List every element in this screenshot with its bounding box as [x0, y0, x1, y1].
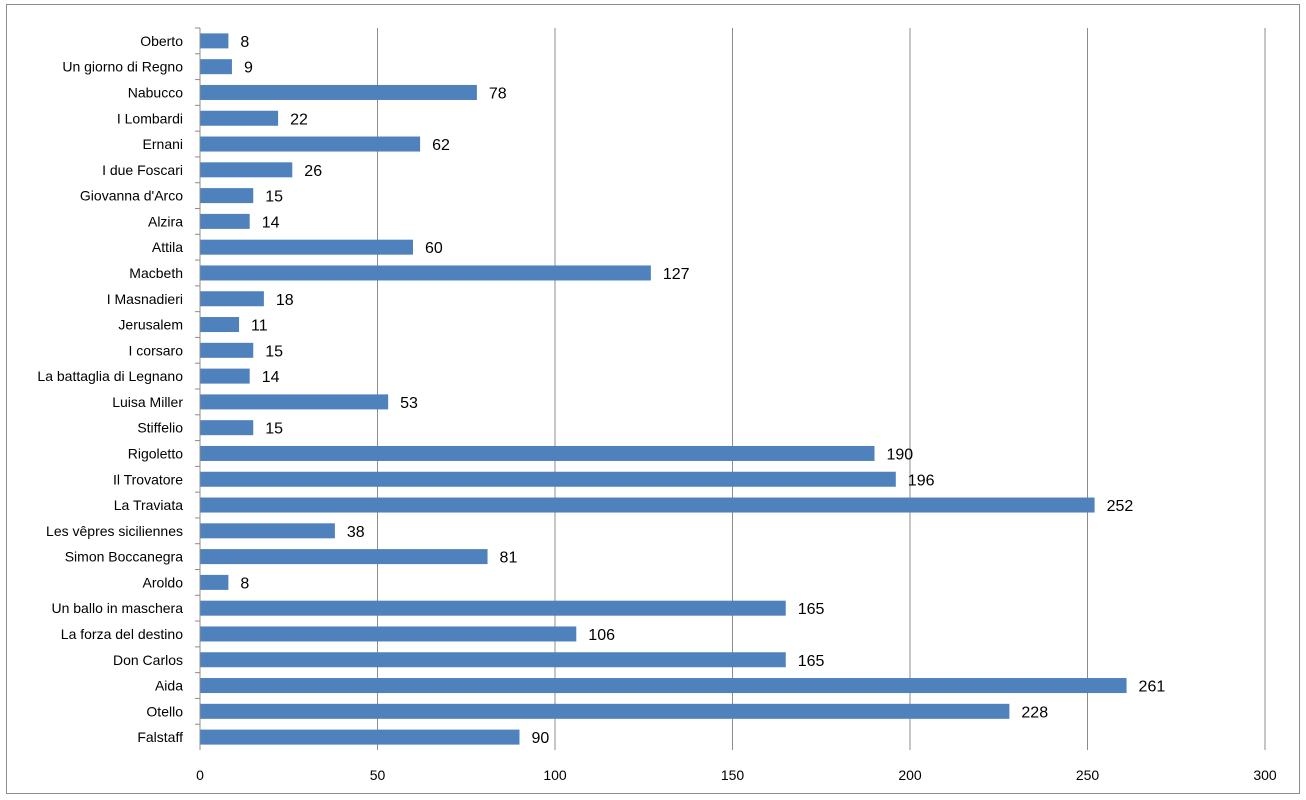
- data-label: 15: [265, 189, 283, 206]
- category-label: Falstaff: [137, 729, 183, 745]
- category-label: Un ballo in maschera: [51, 600, 183, 616]
- bar: [200, 394, 389, 410]
- bar: [200, 136, 421, 152]
- data-label: 11: [251, 318, 268, 335]
- data-label: 81: [500, 550, 518, 567]
- bar: [200, 729, 520, 745]
- category-label: Aroldo: [143, 574, 184, 590]
- bar: [200, 291, 264, 307]
- x-tick-label: 250: [1076, 767, 1100, 783]
- bar: [200, 188, 254, 204]
- bars: [200, 33, 1127, 745]
- x-tick-label: 150: [721, 767, 745, 783]
- category-label: Ernani: [143, 136, 183, 152]
- data-label: 196: [908, 472, 935, 489]
- bar: [200, 523, 335, 539]
- category-label: La Traviata: [114, 497, 183, 513]
- bar: [200, 420, 254, 436]
- category-label: Rigoletto: [128, 445, 183, 461]
- data-label: 60: [425, 240, 443, 257]
- category-label: Macbeth: [129, 265, 183, 281]
- category-label: Otello: [146, 703, 183, 719]
- bar: [200, 265, 651, 281]
- data-label: 18: [276, 292, 294, 309]
- data-label: 165: [798, 601, 825, 618]
- data-label: 15: [265, 343, 283, 360]
- data-label: 26: [304, 163, 322, 180]
- data-label: 14: [262, 369, 280, 386]
- data-label: 15: [265, 421, 283, 438]
- category-label: La battaglia di Legnano: [37, 368, 183, 384]
- data-label: 53: [400, 395, 418, 412]
- category-label: Attila: [152, 239, 183, 255]
- bar: [200, 703, 1010, 719]
- category-label: I Masnadieri: [107, 291, 183, 307]
- bar: [200, 342, 254, 358]
- category-label: Jerusalem: [118, 317, 183, 333]
- category-label: Les vêpres siciliennes: [46, 523, 183, 539]
- data-label: 62: [432, 137, 450, 154]
- data-label: 90: [532, 730, 550, 747]
- bar: [200, 239, 413, 255]
- bar: [200, 626, 577, 642]
- bar: [200, 445, 875, 461]
- gridlines: [195, 27, 1266, 750]
- data-label: 165: [798, 653, 825, 670]
- bar: [200, 678, 1127, 694]
- bar: [200, 652, 786, 668]
- bar: [200, 110, 279, 126]
- category-label: Oberto: [140, 33, 183, 49]
- data-labels: 8 9 78 22 62 26 15 14 60 127 18 11 15 14 53 15 190 196 252…: [240, 34, 1165, 747]
- bar: [200, 368, 250, 384]
- bar: [200, 84, 477, 100]
- category-label: Aida: [155, 678, 183, 694]
- bar: [200, 497, 1095, 513]
- category-label: Stiffelio: [137, 420, 183, 436]
- category-label: I due Foscari: [102, 162, 183, 178]
- bar: [200, 549, 488, 565]
- data-label: 228: [1021, 704, 1048, 721]
- x-tick-labels: 0 50 100 150 200 250 300: [196, 767, 1277, 783]
- data-label: 252: [1107, 498, 1134, 515]
- category-label: Alzira: [148, 213, 183, 229]
- bar: [200, 574, 229, 590]
- bar: [200, 600, 786, 616]
- category-label: I Lombardi: [117, 110, 183, 126]
- data-label: 38: [347, 524, 365, 541]
- x-tick-label: 300: [1253, 767, 1277, 783]
- bar: [200, 213, 250, 229]
- category-label: Don Carlos: [113, 652, 183, 668]
- category-label: La forza del destino: [61, 626, 183, 642]
- bar: [200, 59, 232, 75]
- bar: [200, 162, 293, 178]
- category-label: Giovanna d'Arco: [80, 188, 183, 204]
- data-label: 106: [588, 627, 615, 644]
- category-label: Il Trovatore: [113, 471, 183, 487]
- category-labels: Oberto Un giorno di Regno Nabucco I Lombard…: [37, 33, 183, 745]
- x-tick-label: 0: [196, 767, 204, 783]
- bar: [200, 471, 896, 487]
- data-label: 22: [290, 111, 308, 128]
- category-label: Simon Boccanegra: [65, 549, 184, 565]
- category-label: Nabucco: [128, 84, 183, 100]
- category-label: Luisa Miller: [112, 394, 183, 410]
- x-tick-label: 50: [370, 767, 386, 783]
- data-label: 8: [240, 34, 249, 51]
- data-label: 9: [244, 60, 253, 77]
- data-label: 190: [887, 446, 914, 463]
- data-label: 8: [240, 575, 249, 592]
- x-tick-label: 200: [898, 767, 922, 783]
- data-label: 127: [663, 266, 690, 283]
- bar: [200, 317, 240, 333]
- bar: [200, 33, 229, 49]
- x-tick-label: 100: [543, 767, 567, 783]
- category-label: Un giorno di Regno: [62, 59, 183, 75]
- data-label: 261: [1139, 679, 1166, 696]
- category-label: I corsaro: [129, 342, 184, 358]
- data-label: 14: [262, 214, 280, 231]
- data-label: 78: [489, 85, 507, 102]
